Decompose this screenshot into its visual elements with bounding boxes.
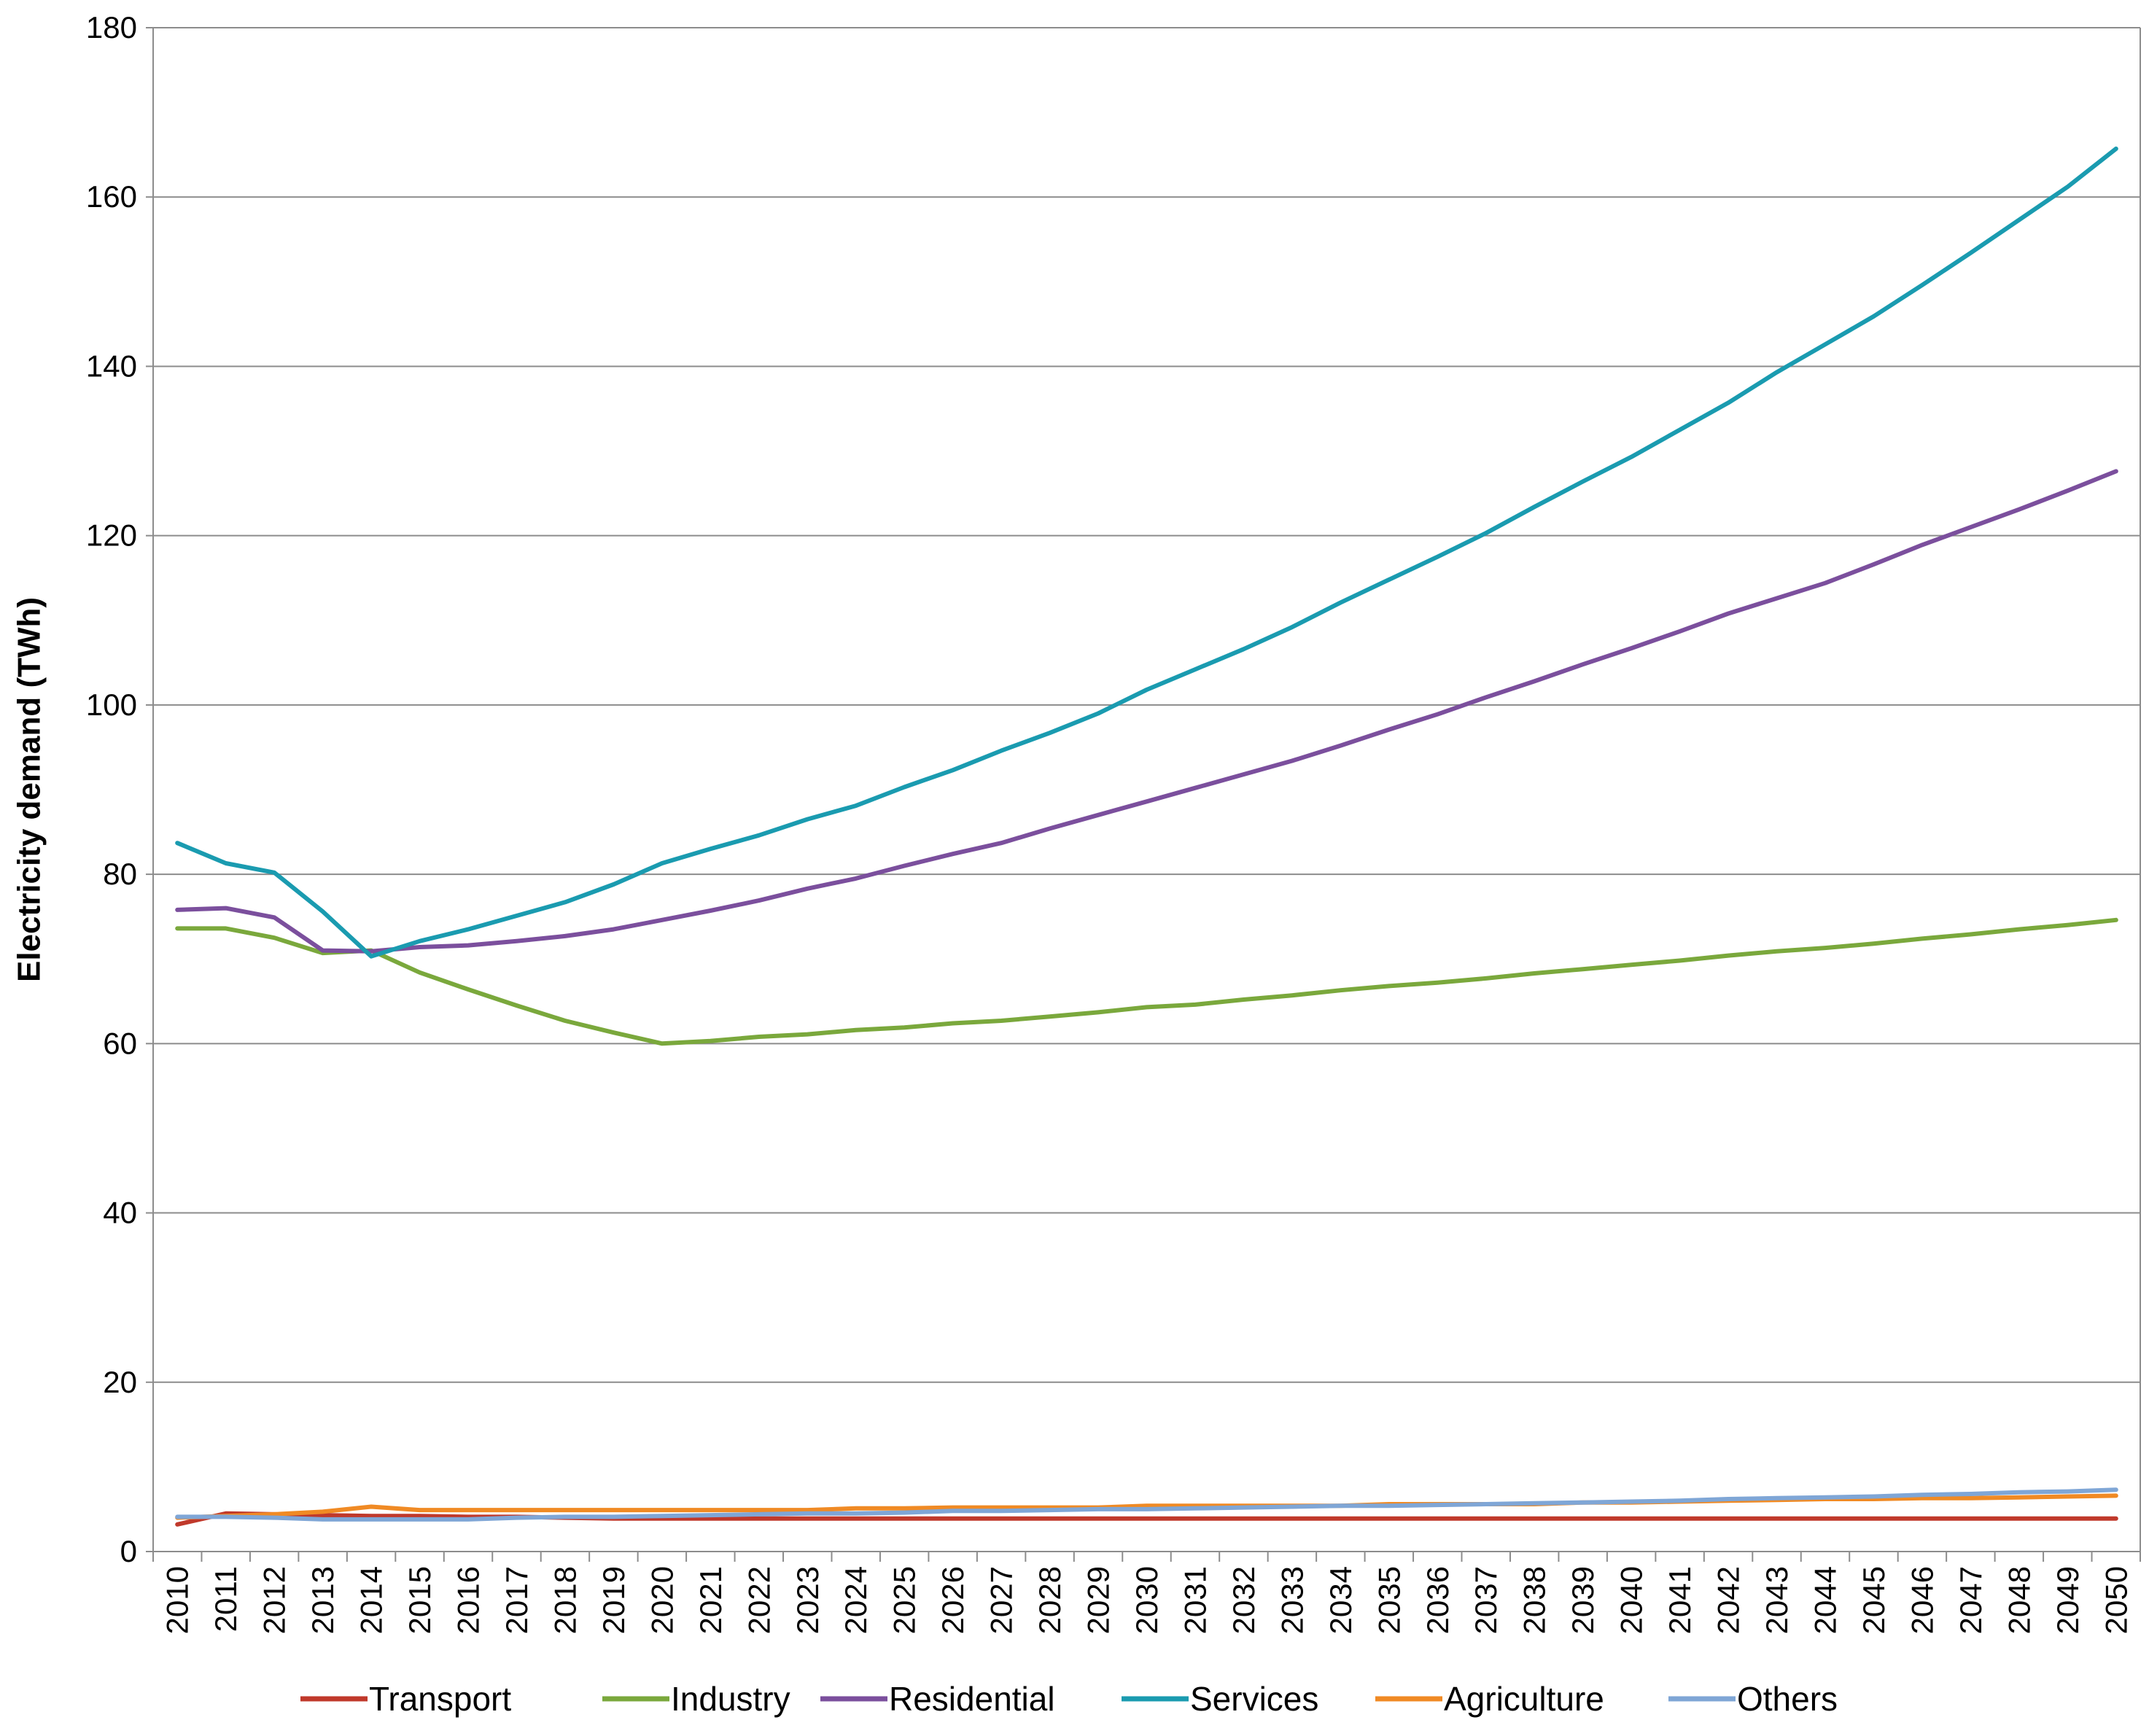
y-tick-label: 80 xyxy=(103,857,137,891)
x-tick-label: 2049 xyxy=(2051,1566,2085,1634)
x-tick-label: 2011 xyxy=(209,1566,243,1632)
x-tick-label: 2036 xyxy=(1421,1566,1455,1634)
series-line-residential xyxy=(175,469,2118,954)
x-tick-label: 2028 xyxy=(1033,1566,1067,1634)
y-tick-label: 20 xyxy=(103,1365,137,1399)
x-tick-label: 2031 xyxy=(1178,1566,1212,1634)
x-tick-label: 2029 xyxy=(1081,1566,1116,1634)
legend-label: Residential xyxy=(889,1680,1055,1718)
y-tick-label: 40 xyxy=(103,1196,137,1230)
x-tick-label: 2038 xyxy=(1517,1566,1552,1634)
x-tick-label: 2025 xyxy=(887,1566,922,1634)
x-tick-label: 2016 xyxy=(451,1566,486,1634)
x-tick-label: 2020 xyxy=(645,1566,679,1634)
x-tick-label: 2014 xyxy=(354,1566,389,1634)
y-tick-label: 180 xyxy=(86,10,137,44)
series-line-others xyxy=(175,1487,2118,1522)
series-line-services xyxy=(175,147,2118,959)
legend-label: Transport xyxy=(369,1680,511,1718)
legend-label: Services xyxy=(1190,1680,1318,1718)
x-tick-label: 2017 xyxy=(500,1566,534,1634)
x-tick-label: 2045 xyxy=(1857,1566,1891,1634)
y-axis-title: Electricity demand (TWh) xyxy=(12,597,47,982)
x-tick-label: 2024 xyxy=(839,1566,873,1634)
legend: Transport Industry Residential Services Agri… xyxy=(300,1680,1838,1718)
x-tick-label: 2033 xyxy=(1275,1566,1309,1634)
x-tick-label: 2021 xyxy=(693,1566,728,1634)
x-tick-label: 2035 xyxy=(1372,1566,1406,1634)
y-tick-label: 120 xyxy=(86,518,137,553)
y-tick-label: 140 xyxy=(86,349,137,383)
x-tick-label: 2040 xyxy=(1614,1566,1649,1634)
x-tick-label: 2048 xyxy=(2002,1566,2036,1634)
x-tick-label: 2039 xyxy=(1566,1566,1600,1634)
x-tick-label: 2026 xyxy=(936,1566,970,1634)
legend-label: Others xyxy=(1737,1680,1838,1718)
gridlines xyxy=(153,27,2140,1383)
x-tick-label: 2041 xyxy=(1663,1566,1697,1634)
x-tick-label: 2042 xyxy=(1711,1566,1746,1634)
x-tick-label: 2023 xyxy=(790,1566,825,1634)
x-tick-label: 2030 xyxy=(1130,1566,1164,1634)
x-tick-label: 2032 xyxy=(1227,1566,1261,1634)
series-line-industry xyxy=(175,917,2118,1046)
y-tick-label: 0 xyxy=(120,1534,137,1568)
axes xyxy=(146,27,2141,1562)
legend-item-industry: Industry xyxy=(602,1680,790,1718)
x-tick-label: 2037 xyxy=(1469,1566,1503,1634)
x-tick-label: 2050 xyxy=(2099,1566,2133,1634)
x-tick-label: 2047 xyxy=(1954,1566,1988,1634)
legend-item-residential: Residential xyxy=(820,1680,1055,1718)
x-tick-label: 2010 xyxy=(160,1566,195,1634)
series-lines xyxy=(175,147,2118,1527)
legend-label: Industry xyxy=(671,1680,790,1718)
legend-label: Agriculture xyxy=(1444,1680,1604,1718)
x-tick-label: 2012 xyxy=(257,1566,292,1634)
x-tick-label: 2013 xyxy=(306,1566,340,1634)
legend-item-transport: Transport xyxy=(300,1680,511,1718)
x-tick-label: 2044 xyxy=(1808,1566,1842,1634)
legend-item-services: Services xyxy=(1122,1680,1318,1718)
x-tick-label: 2019 xyxy=(596,1566,631,1634)
y-tick-label: 100 xyxy=(86,688,137,722)
x-tick-label: 2015 xyxy=(403,1566,437,1634)
y-tick-label: 160 xyxy=(86,179,137,214)
x-tick-label: 2022 xyxy=(742,1566,776,1634)
x-tick-label: 2043 xyxy=(1760,1566,1794,1634)
x-tick-label: 2046 xyxy=(1905,1566,1939,1634)
y-tick-label: 60 xyxy=(103,1026,137,1060)
x-tick-label: 2018 xyxy=(548,1566,582,1634)
legend-item-agriculture: Agriculture xyxy=(1375,1680,1604,1718)
legend-item-others: Others xyxy=(1668,1680,1838,1718)
x-tick-label: 2027 xyxy=(984,1566,1019,1634)
x-tick-label: 2034 xyxy=(1324,1566,1358,1634)
